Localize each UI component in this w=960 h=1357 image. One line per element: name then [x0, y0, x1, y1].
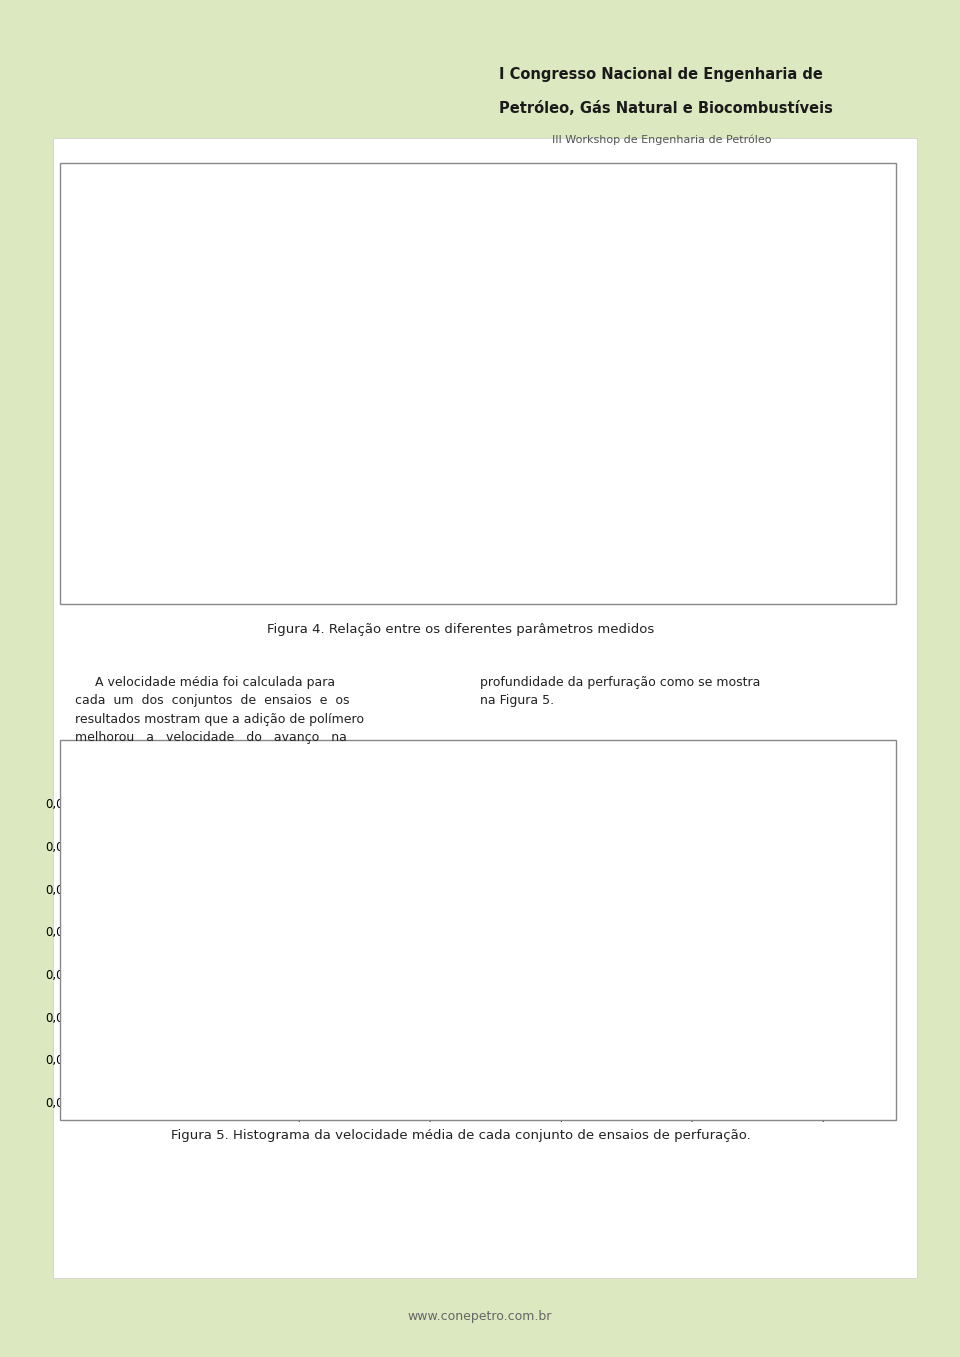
- Title: Velocidade média (mm/s): Velocidade média (mm/s): [341, 773, 638, 794]
- Text: I Congresso Nacional de Engenharia de: I Congresso Nacional de Engenharia de: [499, 66, 823, 83]
- Text: Petróleo, Gás Natural e Biocombustíveis: Petróleo, Gás Natural e Biocombustíveis: [499, 100, 833, 117]
- Bar: [650, 896, 723, 1102]
- Legend: ΔTR, ΔTB, ΔTO, ΔP: ΔTR, ΔTB, ΔTO, ΔP: [707, 328, 784, 438]
- Bar: [388, 855, 460, 1102]
- Text: 0,0427: 0,0427: [535, 904, 576, 916]
- Text: 15,50: 15,50: [631, 410, 660, 419]
- Text: 7,40: 7,40: [532, 486, 555, 495]
- Text: 0,730: 0,730: [532, 546, 562, 556]
- Text: 0,640: 0,640: [433, 547, 463, 556]
- Text: 27,50: 27,50: [631, 301, 660, 311]
- Bar: [256, 1010, 329, 1102]
- Text: III Workshop de Engenharia de Petróleo: III Workshop de Engenharia de Petróleo: [552, 134, 772, 145]
- Text: Figura 4. Relação entre os diferentes parâmetros medidos: Figura 4. Relação entre os diferentes pa…: [267, 623, 655, 636]
- Text: 14,80: 14,80: [333, 417, 363, 426]
- Text: 0,003: 0,003: [89, 574, 119, 584]
- Text: 16,50: 16,50: [234, 400, 264, 410]
- Text: 15,30: 15,30: [433, 411, 463, 422]
- Text: 38,87: 38,87: [135, 197, 165, 206]
- Text: 8,10: 8,10: [333, 478, 357, 489]
- Bar: [781, 883, 853, 1102]
- Text: Figura 5. Histograma da velocidade média de cada conjunto de ensaios de perfuraç: Figura 5. Histograma da velocidade média…: [171, 1129, 751, 1143]
- Text: www.conepetro.com.br: www.conepetro.com.br: [408, 1310, 552, 1323]
- Text: 9,97: 9,97: [135, 460, 158, 471]
- Text: 13,10: 13,10: [215, 432, 245, 442]
- Text: 27,40: 27,40: [333, 301, 363, 311]
- Text: 0,0116: 0,0116: [141, 1035, 182, 1049]
- Text: A velocidade média foi calculada para
cada  um  dos  conjuntos  de  ensaios  e  : A velocidade média foi calculada para ca…: [75, 676, 364, 744]
- Bar: [126, 1053, 198, 1102]
- Text: 34,10: 34,10: [433, 240, 463, 250]
- Text: 13,10: 13,10: [196, 456, 226, 467]
- Text: 11,80: 11,80: [107, 468, 136, 478]
- Bar: [519, 920, 591, 1102]
- Text: 0,323: 0,323: [234, 550, 264, 560]
- Text: 0,0578: 0,0578: [403, 839, 444, 852]
- Text: 0,0216: 0,0216: [273, 993, 313, 1007]
- Text: 0,870: 0,870: [333, 546, 363, 555]
- Text: 3,50: 3,50: [433, 521, 456, 531]
- Text: 10,10: 10,10: [631, 460, 660, 470]
- Text: 0,0513: 0,0513: [797, 867, 838, 879]
- Text: 29,50: 29,50: [532, 282, 562, 293]
- Text: profundidade da perfuração como se mostra
na Figura 5.: profundidade da perfuração como se mostr…: [480, 676, 760, 707]
- Text: 0,770: 0,770: [631, 546, 660, 556]
- Text: 16,00: 16,00: [532, 406, 562, 415]
- Text: 0,0484: 0,0484: [666, 879, 707, 892]
